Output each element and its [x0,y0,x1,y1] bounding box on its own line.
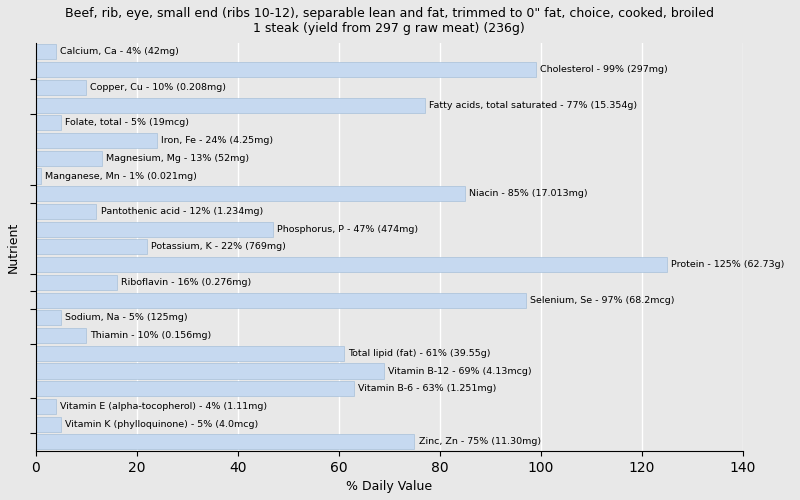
Bar [36,116,61,130]
Bar [36,168,41,184]
Bar [36,257,667,272]
Bar [36,98,425,112]
Text: Fatty acids, total saturated - 77% (15.354g): Fatty acids, total saturated - 77% (15.3… [429,100,637,110]
Text: Thiamin - 10% (0.156mg): Thiamin - 10% (0.156mg) [90,331,212,340]
Text: Vitamin B-12 - 69% (4.13mcg): Vitamin B-12 - 69% (4.13mcg) [388,366,532,376]
Bar [36,240,147,254]
Text: Niacin - 85% (17.013mg): Niacin - 85% (17.013mg) [469,189,588,198]
Bar [36,150,102,166]
Bar [36,44,56,60]
Text: Vitamin B-6 - 63% (1.251mg): Vitamin B-6 - 63% (1.251mg) [358,384,496,393]
Text: Manganese, Mn - 1% (0.021mg): Manganese, Mn - 1% (0.021mg) [45,172,197,180]
Text: Iron, Fe - 24% (4.25mg): Iron, Fe - 24% (4.25mg) [161,136,274,145]
Bar [36,364,384,378]
Bar [36,80,86,95]
Text: Pantothenic acid - 12% (1.234mg): Pantothenic acid - 12% (1.234mg) [101,207,262,216]
Text: Riboflavin - 16% (0.276mg): Riboflavin - 16% (0.276mg) [121,278,251,287]
Bar [36,222,273,236]
Text: Selenium, Se - 97% (68.2mcg): Selenium, Se - 97% (68.2mcg) [530,296,674,304]
Y-axis label: Nutrient: Nutrient [7,222,20,272]
Bar [36,186,465,202]
Text: Calcium, Ca - 4% (42mg): Calcium, Ca - 4% (42mg) [60,48,179,56]
Text: Zinc, Zn - 75% (11.30mg): Zinc, Zn - 75% (11.30mg) [418,438,541,446]
Bar [36,346,344,361]
Bar [36,275,117,290]
Bar [36,310,61,326]
Text: Cholesterol - 99% (297mg): Cholesterol - 99% (297mg) [540,65,667,74]
Text: Sodium, Na - 5% (125mg): Sodium, Na - 5% (125mg) [65,314,188,322]
Text: Folate, total - 5% (19mcg): Folate, total - 5% (19mcg) [65,118,189,128]
Title: Beef, rib, eye, small end (ribs 10-12), separable lean and fat, trimmed to 0" fa: Beef, rib, eye, small end (ribs 10-12), … [65,7,714,35]
Bar [36,399,56,414]
Text: Vitamin K (phylloquinone) - 5% (4.0mcg): Vitamin K (phylloquinone) - 5% (4.0mcg) [65,420,258,428]
Bar [36,133,157,148]
Bar [36,416,61,432]
Text: Vitamin E (alpha-tocopherol) - 4% (1.11mg): Vitamin E (alpha-tocopherol) - 4% (1.11m… [60,402,267,411]
Text: Protein - 125% (62.73g): Protein - 125% (62.73g) [671,260,784,269]
Text: Phosphorus, P - 47% (474mg): Phosphorus, P - 47% (474mg) [277,224,418,234]
Text: Copper, Cu - 10% (0.208mg): Copper, Cu - 10% (0.208mg) [90,83,226,92]
Bar [36,434,414,450]
Text: Total lipid (fat) - 61% (39.55g): Total lipid (fat) - 61% (39.55g) [348,349,490,358]
Bar [36,292,526,308]
Bar [36,204,97,219]
Bar [36,62,536,77]
Bar [36,328,86,343]
Text: Potassium, K - 22% (769mg): Potassium, K - 22% (769mg) [151,242,286,252]
Text: Magnesium, Mg - 13% (52mg): Magnesium, Mg - 13% (52mg) [106,154,249,163]
X-axis label: % Daily Value: % Daily Value [346,480,432,493]
Bar [36,381,354,396]
